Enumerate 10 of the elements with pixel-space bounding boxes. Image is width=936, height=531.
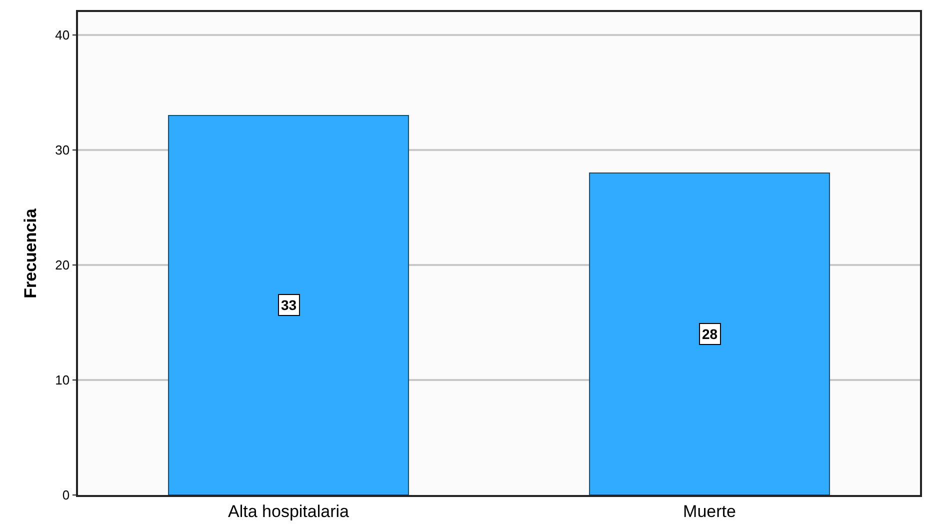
y-axis-title: Frecuencia: [21, 208, 40, 298]
y-tick-label: 10: [55, 372, 70, 388]
data-label: 28: [702, 326, 718, 342]
y-tick-label: 0: [62, 488, 70, 503]
x-tick-label: Alta hospitalaria: [228, 502, 350, 522]
x-tick-label: Muerte: [683, 502, 736, 522]
data-label: 33: [281, 297, 297, 313]
y-tick-label: 40: [55, 28, 70, 43]
y-tick-label: 20: [55, 258, 70, 273]
y-tick-label: 30: [55, 142, 70, 158]
